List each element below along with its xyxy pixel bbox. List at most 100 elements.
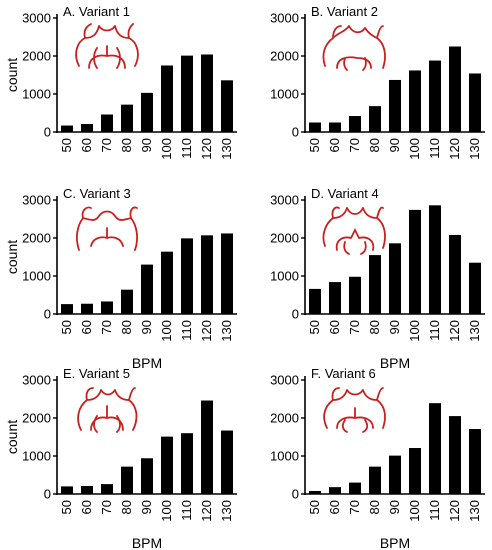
- x-tick-label: 120: [447, 500, 462, 522]
- y-tick-label: 2000: [22, 411, 51, 426]
- x-tick-label: 110: [427, 138, 442, 159]
- x-tick-label: 80: [119, 500, 134, 514]
- panel-title: F. Variant 6: [311, 366, 376, 381]
- x-tick-label: 90: [387, 500, 402, 514]
- x-axis-label: BPM: [380, 355, 410, 371]
- x-tick-label: 110: [427, 500, 442, 521]
- x-tick-label: 80: [367, 138, 382, 152]
- bar-100: [161, 251, 173, 314]
- bar-120: [201, 54, 213, 133]
- bar-50: [61, 125, 73, 132]
- bar-50: [309, 490, 321, 494]
- y-tick-label: 2000: [270, 49, 299, 64]
- bar-130: [469, 429, 481, 494]
- x-tick-label: 100: [159, 138, 174, 160]
- y-tick-label: 1000: [22, 449, 51, 464]
- y-tick-label: 3000: [22, 373, 51, 388]
- y-tick-label: 1000: [270, 449, 299, 464]
- bar-50: [309, 122, 321, 132]
- panel-3: C. Variant 3 0 1000 2000 3000 50 60 70 80 90 100 11…: [4, 186, 237, 371]
- x-tick-label: 60: [79, 138, 94, 152]
- bar-50: [61, 486, 73, 494]
- panel-4: D. Variant 4 0 1000 2000 3000 50 60 70 80 90 100 11…: [270, 186, 485, 371]
- x-tick-label: 80: [119, 138, 134, 152]
- x-tick-label: 60: [79, 500, 94, 514]
- bar-120: [449, 416, 461, 494]
- y-axis-label: count: [4, 58, 20, 92]
- x-axis-label: BPM: [132, 535, 162, 550]
- vessel-variant-6-icon: [323, 387, 386, 433]
- bar-60: [329, 487, 341, 494]
- x-tick-label: 130: [467, 320, 482, 342]
- y-tick-label: 2000: [270, 231, 299, 246]
- bar-50: [309, 288, 321, 314]
- bar-90: [141, 92, 153, 132]
- x-tick-label: 90: [387, 138, 402, 152]
- x-tick-label: 80: [119, 320, 134, 334]
- bar-130: [221, 233, 233, 314]
- y-axis-label: count: [4, 420, 20, 454]
- y-tick-label: 2000: [270, 411, 299, 426]
- x-tick-label: 90: [387, 320, 402, 334]
- x-tick-label: 50: [307, 500, 322, 514]
- x-tick-label: 60: [79, 320, 94, 334]
- bar-100: [409, 70, 421, 132]
- x-tick-label: 70: [99, 138, 114, 152]
- vessel-variant-2-icon: [322, 25, 386, 71]
- bar-110: [181, 238, 193, 314]
- panel-title: D. Variant 4: [311, 186, 379, 201]
- x-tick-label: 130: [219, 500, 234, 522]
- bar-130: [469, 262, 481, 314]
- x-tick-label: 120: [447, 138, 462, 160]
- x-tick-label: 90: [139, 320, 154, 334]
- vessel-variant-3-icon: [76, 206, 138, 251]
- bar-110: [429, 60, 441, 133]
- bar-90: [141, 264, 153, 314]
- x-tick-label: 110: [427, 320, 442, 341]
- bar-100: [409, 209, 421, 314]
- bar-60: [329, 122, 341, 132]
- bar-110: [429, 205, 441, 314]
- y-tick-label: 2000: [22, 49, 51, 64]
- panel-title: A. Variant 1: [63, 4, 130, 19]
- panel-1: A. Variant 1 0 1000 2000 3000 50 60 70 80 90 100 11…: [4, 4, 237, 160]
- x-tick-label: 100: [407, 320, 422, 342]
- x-tick-label: 80: [367, 500, 382, 514]
- bar-70: [349, 116, 361, 132]
- bar-100: [161, 436, 173, 494]
- x-tick-label: 70: [347, 138, 362, 152]
- x-tick-label: 50: [59, 138, 74, 152]
- x-tick-label: 60: [327, 138, 342, 152]
- y-tick-label: 0: [44, 307, 51, 322]
- bar-80: [121, 466, 133, 494]
- x-tick-label: 130: [219, 138, 234, 160]
- x-tick-label: 90: [139, 500, 154, 514]
- y-tick-label: 1000: [270, 87, 299, 102]
- y-tick-label: 3000: [22, 11, 51, 26]
- x-tick-label: 130: [467, 138, 482, 160]
- x-tick-label: 120: [199, 320, 214, 342]
- x-tick-label: 60: [327, 500, 342, 514]
- bar-120: [449, 234, 461, 314]
- x-tick-label: 50: [59, 320, 74, 334]
- y-tick-label: 3000: [270, 11, 299, 26]
- y-tick-label: 0: [292, 125, 299, 140]
- vessel-variant-5-icon: [77, 387, 138, 433]
- panel-title: E. Variant 5: [63, 366, 130, 381]
- bar-60: [81, 486, 93, 494]
- bar-90: [389, 243, 401, 314]
- y-tick-label: 0: [292, 307, 299, 322]
- bar-60: [81, 303, 93, 314]
- y-tick-label: 1000: [22, 87, 51, 102]
- bar-90: [389, 79, 401, 132]
- x-tick-label: 70: [99, 500, 114, 514]
- x-tick-label: 90: [139, 138, 154, 152]
- bar-80: [369, 466, 381, 494]
- bar-80: [121, 289, 133, 314]
- bar-90: [389, 455, 401, 494]
- y-axis-label: count: [4, 240, 20, 274]
- x-tick-label: 70: [99, 320, 114, 334]
- x-tick-label: 110: [179, 320, 194, 341]
- bar-80: [121, 104, 133, 132]
